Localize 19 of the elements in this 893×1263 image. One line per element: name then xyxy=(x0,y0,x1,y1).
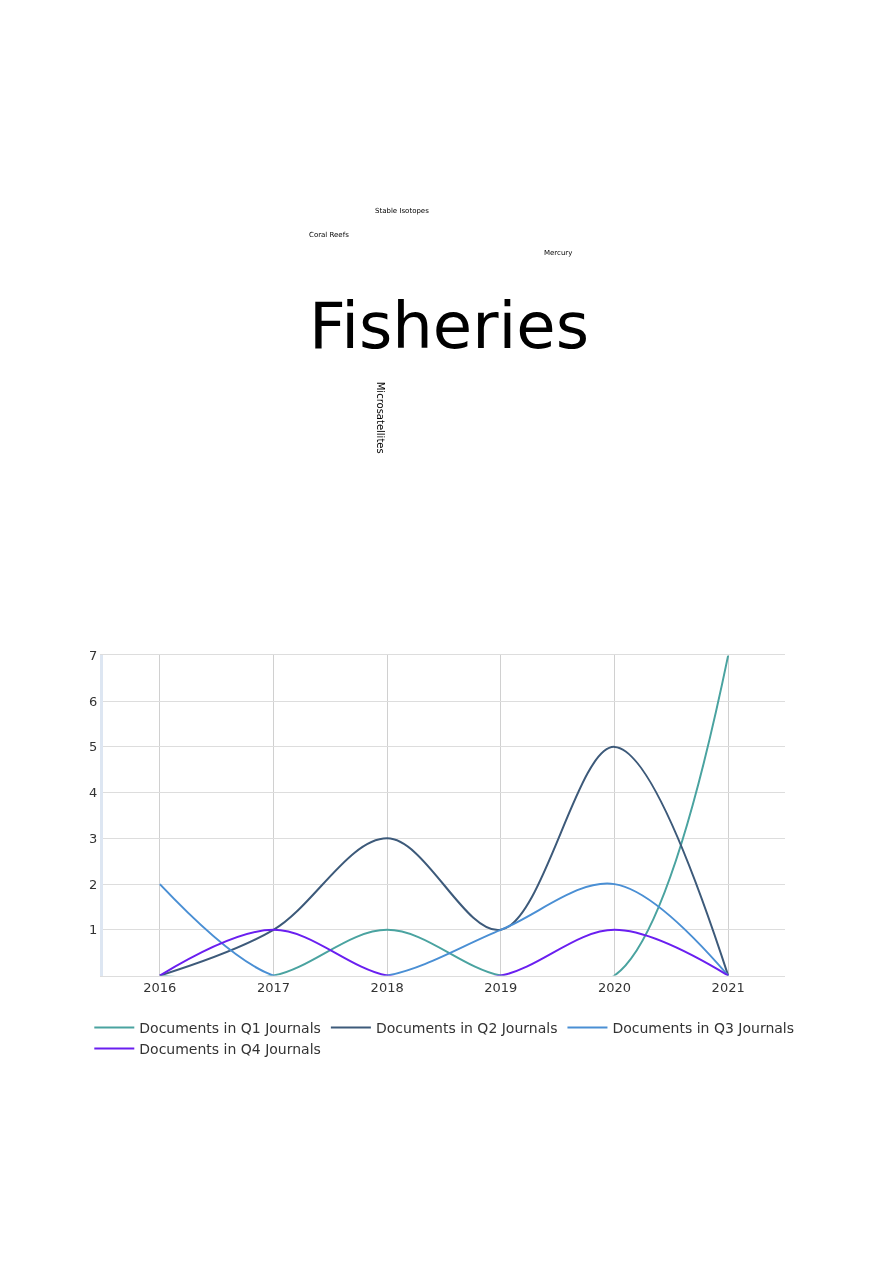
x-tick-label: 2019 xyxy=(484,980,518,996)
legend-label: Documents in Q1 Journals xyxy=(139,1019,321,1036)
x-tick-label: 2021 xyxy=(711,980,745,996)
y-tick-label: 1 xyxy=(89,922,98,938)
y-tick-label: 2 xyxy=(89,876,98,892)
y-tick-label: 7 xyxy=(89,647,98,663)
legend-label: Documents in Q3 Journals xyxy=(612,1019,795,1036)
x-tick-label: 2018 xyxy=(370,980,404,996)
legend-label: Documents in Q4 Journals xyxy=(139,1041,321,1058)
y-tick-label: 5 xyxy=(89,739,98,755)
x-tick-label: 2020 xyxy=(597,980,632,996)
x-tick-label: 2016 xyxy=(143,980,177,996)
x-tick-label: 2017 xyxy=(256,980,291,996)
y-tick-label: 6 xyxy=(89,693,98,709)
y-tick-label: 3 xyxy=(89,830,98,846)
text: Fisheries xyxy=(309,289,590,363)
y-tick-label: 4 xyxy=(89,785,98,801)
text: Microsatellites xyxy=(375,381,387,454)
legend-label: Documents in Q2 Journals xyxy=(375,1019,558,1036)
